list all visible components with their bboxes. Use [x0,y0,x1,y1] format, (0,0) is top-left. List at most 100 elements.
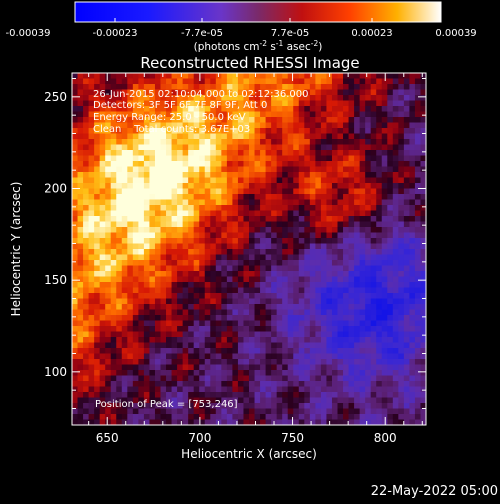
heatmap-cell [226,89,234,96]
heatmap-cell [232,315,239,322]
heatmap-cell [265,177,272,184]
heatmap-cell [331,177,339,184]
heatmap-cell [420,375,426,382]
heatmap-cell [177,161,184,168]
heatmap-cell [171,78,178,85]
heatmap-cell [249,392,256,399]
heatmap-cell [420,84,426,91]
heatmap-cell [188,260,195,267]
heatmap-cell [282,309,289,316]
heatmap-cell [254,331,261,338]
heatmap-cell [210,177,217,184]
heatmap-cell [121,84,128,91]
heatmap-cell [154,177,162,184]
heatmap-cell [116,243,123,250]
heatmap-cell [166,117,173,124]
heatmap-cell [337,199,344,206]
heatmap-cell [138,359,145,366]
heatmap-cell [105,282,112,289]
heatmap-cell [320,216,328,223]
heatmap-cell [287,342,294,349]
heatmap-cell [221,315,228,322]
heatmap-cell [138,117,145,124]
heatmap-cell [116,370,123,377]
heatmap-cell [359,100,366,107]
heatmap-cell [381,210,388,217]
heatmap-cell [309,249,316,256]
heatmap-cell [343,216,350,223]
heatmap-cell [337,194,344,201]
heatmap-cell [166,227,173,234]
heatmap-cell [331,249,339,256]
heatmap-cell [171,117,178,124]
heatmap-cell [276,403,283,410]
heatmap-cell [337,172,344,179]
heatmap-cell [414,408,422,415]
heatmap-cell [298,144,305,151]
heatmap-cell [287,117,294,124]
heatmap-cell [326,359,333,366]
heatmap-cell [149,254,156,261]
heatmap-cell [166,331,173,338]
heatmap-cell [309,84,316,91]
heatmap-cell [392,304,399,311]
heatmap-cell [315,260,322,267]
heatmap-cell [381,309,388,316]
heatmap-cell [182,364,189,371]
heatmap-cell [94,331,101,338]
heatmap-cell [138,304,145,311]
heatmap-cell [348,216,355,223]
heatmap-cell [337,353,344,360]
heatmap-cell [193,243,200,250]
heatmap-cell [204,183,211,190]
heatmap-cell [387,309,394,316]
heatmap-cell [293,353,300,360]
heatmap-cell [370,232,377,239]
heatmap-cell [77,287,84,294]
heatmap-cell [243,375,250,382]
heatmap-cell [83,381,90,388]
heatmap-cell [287,100,294,107]
heatmap-cell [77,342,84,349]
heatmap-cell [226,304,234,311]
heatmap-cell [160,188,167,195]
heatmap-cell [177,139,184,146]
heatmap-cell [166,386,173,393]
heatmap-cell [210,397,217,404]
heatmap-cell [77,84,84,91]
heatmap-cell [193,172,200,179]
heatmap-cell [249,370,256,377]
heatmap-cell [414,73,422,80]
heatmap-cell [116,122,123,129]
heatmap-cell [193,89,200,96]
heatmap-cell [177,243,184,250]
heatmap-cell [77,89,84,96]
heatmap-cell [121,359,128,366]
heatmap-cell [249,287,256,294]
heatmap-cell [271,364,278,371]
heatmap-cell [127,364,134,371]
heatmap-cell [166,210,173,217]
heatmap-cell [105,210,112,217]
heatmap-cell [254,199,261,206]
heatmap-cell [243,386,250,393]
heatmap-cell [72,188,79,195]
heatmap-cell [193,166,200,173]
heatmap-cell [331,337,339,344]
heatmap-cell [392,265,399,272]
heatmap-cell [221,265,228,272]
heatmap-cell [94,128,101,135]
heatmap-cell [188,293,195,300]
heatmap-cell [254,139,261,146]
x-tick-label: 650 [96,431,119,445]
heatmap-cell [177,381,184,388]
colorbar-tick-label: 0.00023 [351,28,392,39]
heatmap-cell [94,293,101,300]
heatmap-cell [271,260,278,267]
heatmap-cell [143,315,151,322]
heatmap-cell [409,276,416,283]
heatmap-cell [365,221,372,228]
heatmap-cell [171,309,178,316]
heatmap-cell [320,287,328,294]
heatmap-cell [381,166,388,173]
